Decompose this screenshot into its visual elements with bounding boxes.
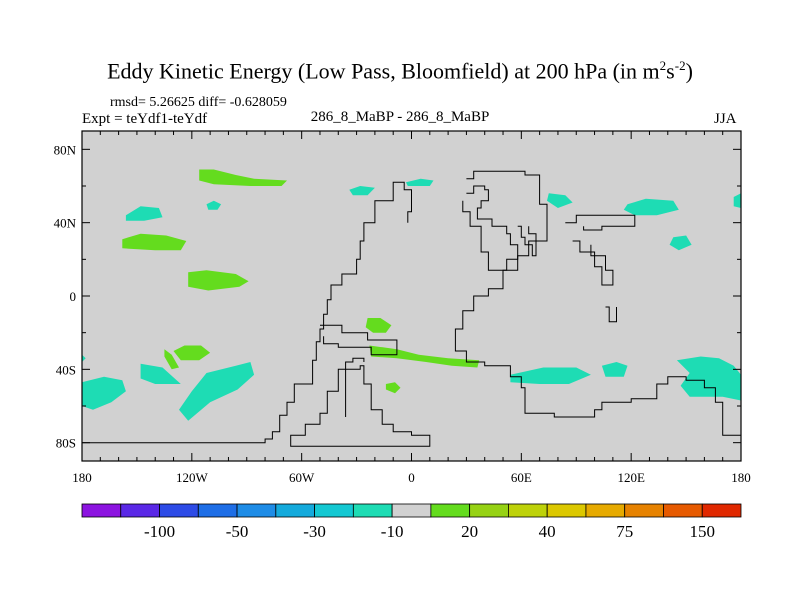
x-tick-label: 120W (176, 470, 209, 485)
chart-svg: 180 120W 60W 0 60E 120E 18080N40N040S80S -100-… (0, 0, 800, 600)
colorbar-swatch (198, 504, 237, 517)
colorbar-swatch (586, 504, 625, 517)
y-tick-label: 80S (56, 436, 76, 451)
colorbar-label: 20 (461, 522, 478, 541)
colorbar-swatch (315, 504, 354, 517)
colorbar-swatch (276, 504, 315, 517)
colorbar-swatch (392, 504, 431, 517)
colorbar: -100 -50 -30 -10 20 40 75 150 (82, 504, 741, 541)
colorbar-swatch (353, 504, 392, 517)
x-tick-label: 180 (72, 470, 92, 485)
colorbar-swatch (160, 504, 199, 517)
colorbar-swatch (237, 504, 276, 517)
x-tick-label: 60W (289, 470, 315, 485)
y-tick-label: 80N (54, 142, 77, 157)
colorbar-label: 75 (616, 522, 633, 541)
colorbar-swatch (547, 504, 586, 517)
y-tick-label: 0 (70, 289, 77, 304)
x-tick-label: 60E (511, 470, 532, 485)
map-plot-area (82, 131, 741, 461)
x-tick-label: 180 (731, 470, 751, 485)
colorbar-label: -30 (303, 522, 326, 541)
x-tick-label: 120E (617, 470, 645, 485)
colorbar-swatch (431, 504, 470, 517)
colorbar-label: -100 (144, 522, 175, 541)
colorbar-label: 150 (689, 522, 715, 541)
colorbar-swatch (121, 504, 160, 517)
colorbar-label: -10 (381, 522, 404, 541)
colorbar-swatch (470, 504, 509, 517)
y-tick-label: 40N (54, 216, 77, 231)
colorbar-swatch (625, 504, 664, 517)
y-tick-label: 40S (56, 362, 76, 377)
colorbar-label: 40 (539, 522, 556, 541)
x-tick-label: 0 (408, 470, 415, 485)
colorbar-swatch (702, 504, 741, 517)
colorbar-swatch (663, 504, 702, 517)
colorbar-swatch (82, 504, 121, 517)
colorbar-label: -50 (226, 522, 249, 541)
colorbar-swatch (508, 504, 547, 517)
